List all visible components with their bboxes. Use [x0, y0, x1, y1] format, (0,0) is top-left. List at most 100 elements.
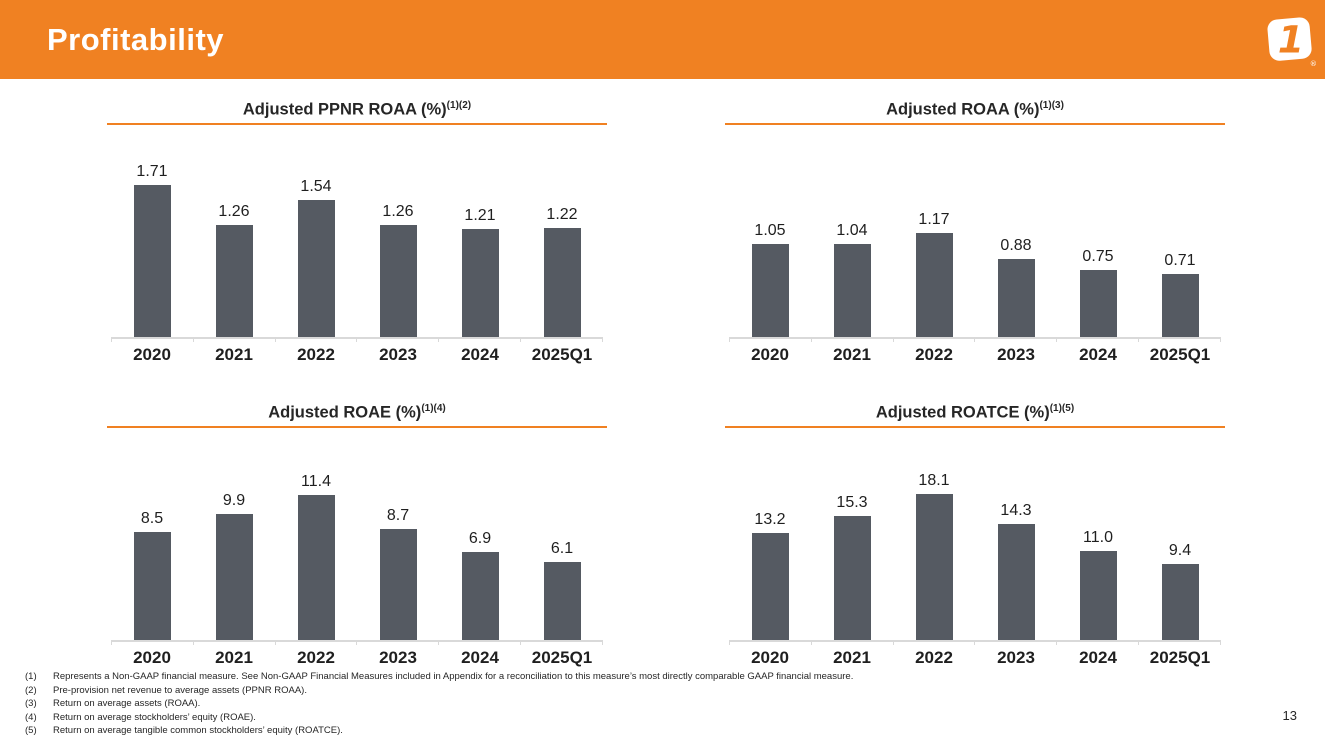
bar-group: 1.05: [729, 221, 811, 337]
bar-group: 1.71: [111, 163, 193, 337]
footnote: (5) Return on average tangible common st…: [25, 724, 1225, 738]
bar: [751, 533, 789, 640]
chart-title: Adjusted ROAA (%)(1)(3): [725, 100, 1225, 121]
x-axis-label: 2021: [833, 648, 871, 667]
bar-value-label: 1.05: [754, 221, 786, 239]
x-axis-label: 2024: [1079, 345, 1117, 364]
chart-title-superscript: (1)(2): [446, 100, 472, 111]
chart-title-superscript: (1)(5): [1049, 403, 1075, 414]
x-axis-label: 2022: [915, 648, 953, 667]
bar-group: 1.26: [357, 203, 439, 337]
footnote-number: (1): [25, 671, 37, 682]
bar-group: 1.21: [439, 207, 521, 337]
footnote: (3) Return on average assets (ROAA).: [25, 697, 1225, 711]
x-axis-label: 2020: [133, 345, 171, 364]
x-axis-label: 2024: [461, 345, 499, 364]
bar: [1079, 551, 1117, 640]
bar-value-label: 14.3: [1000, 502, 1032, 520]
bar: [1161, 273, 1199, 337]
chart-title: Adjusted PPNR ROAA (%)(1)(2): [107, 100, 607, 121]
page-title: Profitability: [47, 21, 225, 57]
bar: [297, 199, 335, 337]
axis-tick: [1056, 339, 1138, 342]
bar-group: 14.3: [975, 502, 1057, 640]
bar-group: 1.04: [811, 222, 893, 337]
bar: [543, 562, 581, 640]
bar-value-label: 1.04: [836, 222, 868, 240]
x-axis-label: 2024: [1079, 648, 1117, 667]
bar: [997, 258, 1035, 337]
x-axis-label: 2022: [297, 648, 335, 667]
x-axis-label: 2025Q1: [1149, 648, 1211, 667]
x-axis-line: [729, 337, 1221, 342]
chart-title: Adjusted ROAE (%)(1)(4): [107, 403, 607, 424]
axis-tick: [892, 339, 975, 342]
title-underline: [107, 426, 607, 428]
axis-tick: [274, 642, 357, 645]
footnote-text: Represents a Non-GAAP financial measure.…: [53, 671, 854, 682]
axis-tick: [1056, 642, 1138, 645]
bar: [379, 224, 417, 337]
plot-area: 13.2 15.3 18.1 14.3 11.0 9.4: [725, 428, 1225, 640]
svg-text:1: 1: [1278, 18, 1304, 62]
bar-group: 1.26: [193, 203, 275, 337]
bar-value-label: 11.0: [1083, 529, 1113, 546]
axis-tick: [729, 642, 811, 645]
title-underline: [107, 123, 607, 125]
chart-title: Adjusted ROATCE (%)(1)(5): [725, 403, 1225, 424]
bar-group: 13.2: [729, 511, 811, 640]
bar-group: 0.75: [1057, 248, 1139, 337]
footnote-text: Return on average assets (ROAA).: [53, 698, 201, 710]
axis-tick: [729, 339, 811, 342]
axis-tick: [356, 339, 438, 342]
bar-value-label: 18.1: [918, 471, 950, 489]
bar-group: 1.17: [893, 211, 975, 337]
bar-group: 1.54: [275, 178, 357, 337]
chart-title-superscript: (1)(3): [1039, 100, 1064, 111]
x-axis-label: 2023: [379, 345, 417, 364]
x-axis-line: [729, 640, 1221, 645]
bar-group: 18.1: [893, 472, 975, 640]
bar-value-label: 8.5: [140, 509, 164, 527]
bar: [751, 243, 789, 337]
bar-value-label: 0.88: [1000, 236, 1032, 254]
axis-tick: [438, 339, 520, 342]
bar-value-label: 11.4: [301, 473, 331, 491]
axis-tick: [974, 339, 1056, 342]
footnote-number: (3): [25, 698, 37, 710]
svg-text:®: ®: [1310, 59, 1317, 68]
x-axis-label: 2022: [915, 345, 953, 364]
page-number: 13: [1282, 708, 1297, 723]
axis-tick: [810, 339, 893, 342]
bar-value-label: 1.17: [918, 210, 950, 228]
chart-adjusted-ppnr-roaa: Adjusted PPNR ROAA (%)(1)(2) 1.71 1.26 1.5…: [107, 100, 607, 365]
plot-area: 8.5 9.9 11.4 8.7 6.9 6.1: [107, 428, 607, 640]
x-axis-label: 2020: [133, 648, 171, 667]
numeral-one-logo-icon: 1 ®: [1267, 17, 1317, 68]
bar-value-label: 9.9: [222, 492, 246, 510]
chart-adjusted-roae: Adjusted ROAE (%)(1)(4) 8.5 9.9 11.4 8.7 6.9…: [107, 403, 607, 668]
charts-grid: Adjusted PPNR ROAA (%)(1)(2) 1.71 1.26 1.5…: [0, 100, 1333, 668]
bar-group: 15.3: [811, 494, 893, 640]
axis-tick: [520, 339, 603, 342]
footnote: (1) Represents a Non-GAAP financial meas…: [25, 670, 1225, 684]
title-underline: [725, 426, 1225, 428]
axis-tick: [111, 642, 193, 645]
bar: [379, 529, 417, 640]
bar: [133, 184, 171, 337]
chart-title-superscript: (1)(4): [421, 403, 446, 414]
x-axis-label: 2021: [215, 345, 253, 364]
bar-group: 11.4: [275, 473, 357, 640]
bar: [461, 229, 499, 337]
bar-group: 6.9: [439, 530, 521, 640]
bar-value-label: 1.22: [546, 206, 578, 224]
bar: [1161, 563, 1199, 640]
x-axis-label: 2022: [297, 345, 335, 364]
bar: [297, 495, 335, 640]
bar-group: 0.71: [1139, 252, 1221, 337]
bar: [833, 244, 871, 337]
bar-value-label: 1.26: [382, 202, 414, 220]
plot-area: 1.05 1.04 1.17 0.88 0.75 0.71: [725, 125, 1225, 337]
bar-group: 11.0: [1057, 529, 1139, 640]
